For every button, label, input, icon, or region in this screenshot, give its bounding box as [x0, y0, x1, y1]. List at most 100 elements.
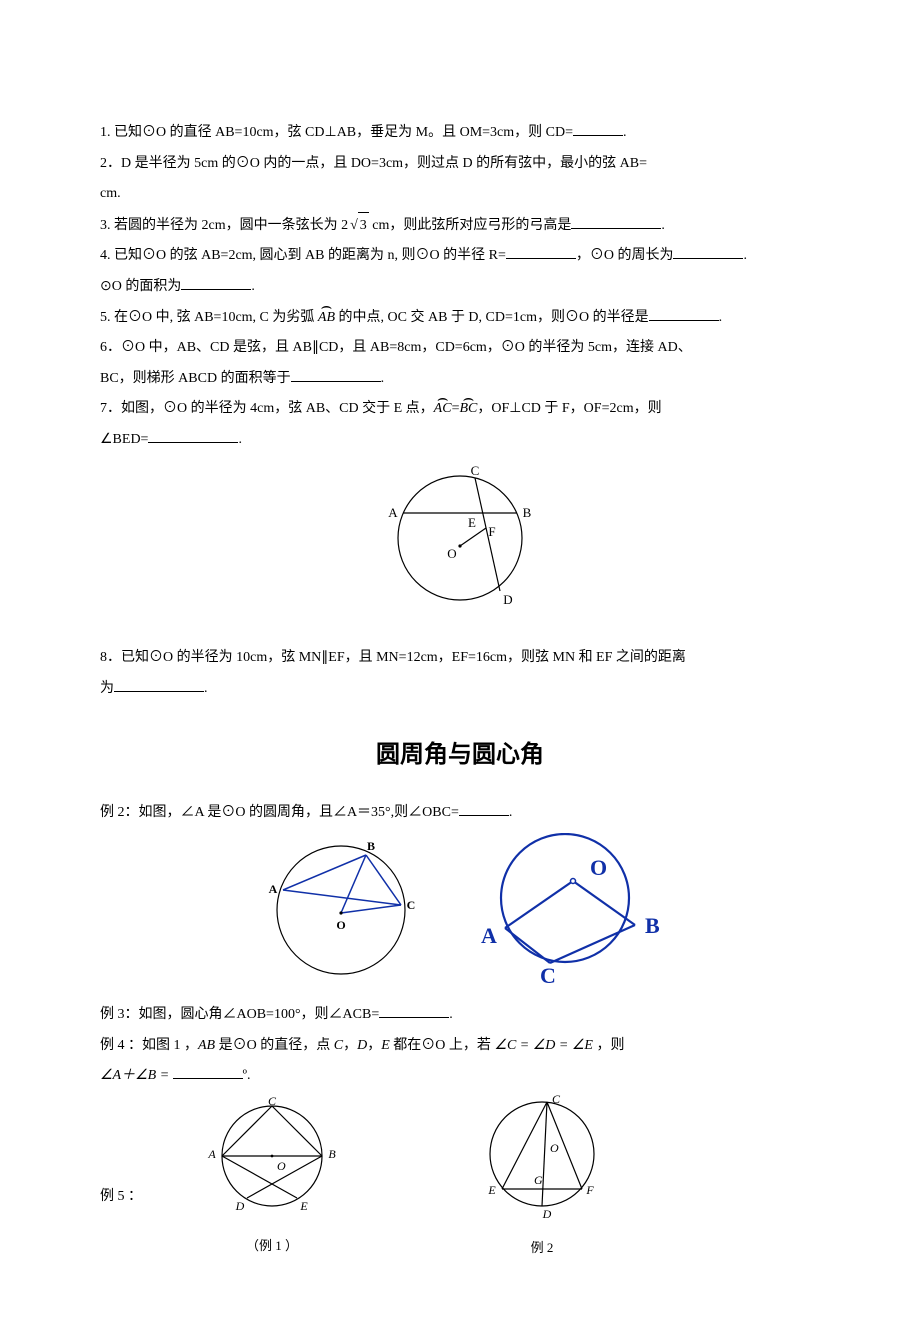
q6-a: 6．⊙O 中，AB、CD 是弦，且 AB∥CD，且 AB=8cm，CD=6cm，…	[100, 340, 692, 355]
figure-ex5a: C A B O D E （例 1 ）	[192, 1096, 352, 1258]
question-7-line2: ∠BED=.	[100, 427, 820, 454]
q8-blank[interactable]	[114, 677, 204, 692]
q8-a: 8．已知⊙O 的半径为 10cm，弦 MN∥EF，且 MN=12cm，EF=16…	[100, 650, 686, 665]
lbl-A: A	[207, 1147, 216, 1161]
lbl-C: C	[471, 463, 480, 478]
arc-bc: BC	[459, 396, 477, 423]
q6-blank[interactable]	[291, 367, 381, 382]
example-4: 例 4 ：如图 1 ，AB 是⊙O 的直径，点 C，D，E 都在⊙O 上，若 ∠…	[100, 1033, 820, 1060]
question-3: 3. 若圆的半径为 2cm，圆中一条弦长为 2√3 cm，则此弦所对应弓形的弓高…	[100, 212, 820, 240]
ex4-E: E	[381, 1038, 390, 1053]
example-3: 例 3：如图，圆心角∠AOB=100°，则∠ACB=.	[100, 1002, 820, 1029]
ex4-c: ，	[343, 1038, 357, 1053]
q7-b: ，OF⊥CD 于 F，OF=2cm，则	[477, 401, 661, 416]
q5-a: 5. 在⊙O 中, 弦 AB=10cm, C 为劣弧	[100, 310, 318, 325]
lbl-F: F	[585, 1183, 594, 1197]
q4-end: .	[251, 279, 255, 294]
lbl-O: O	[550, 1141, 559, 1155]
ex4-f: ，则	[593, 1038, 625, 1053]
q4-blank1[interactable]	[506, 244, 576, 259]
q3-b: cm，则此弦所对应弓形的弓高是	[369, 218, 572, 233]
example-2: 例 2：如图，∠A 是⊙O 的圆周角，且∠A＝35°,则∠OBC=.	[100, 800, 820, 827]
lbl-F: F	[488, 524, 495, 539]
question-8-line2: 为.	[100, 676, 820, 703]
ex4-plus: ＋	[121, 1068, 135, 1083]
ex4-e: 都在⊙O 上，若	[390, 1038, 495, 1053]
ex4-eq3: =	[156, 1068, 172, 1083]
example-5-label: 例 5 ：	[100, 1144, 142, 1211]
question-2: 2．D 是半径为 5cm 的⊙O 内的一点，且 DO=3cm，则过点 D 的所有…	[100, 151, 820, 178]
figure-ex5b: C O G E F D 例 2	[462, 1094, 622, 1261]
q7-blank[interactable]	[148, 428, 238, 443]
q1-end: .	[623, 125, 627, 140]
q3-a: 3. 若圆的半径为 2cm，圆中一条弦长为 2	[100, 218, 348, 233]
ex4-d: ，	[367, 1038, 381, 1053]
q8-b: 为	[100, 681, 114, 696]
ex4-eq1: =	[516, 1038, 532, 1053]
question-5: 5. 在⊙O 中, 弦 AB=10cm, C 为劣弧 AB 的中点, OC 交 …	[100, 305, 820, 332]
question-7: 7．如图，⊙O 的半径为 4cm，弦 AB、CD 交于 E 点，AC=BC，OF…	[100, 396, 820, 423]
q4-a: 4. 已知⊙O 的弦 AB=2cm, 圆心到 AB 的距离为 n, 则⊙O 的半…	[100, 248, 506, 263]
figure-ex2a: A B C O	[241, 835, 441, 996]
ex4-eq2: =	[555, 1038, 571, 1053]
lbl-E: E	[487, 1183, 496, 1197]
figure-ex5a-caption: （例 1 ）	[192, 1234, 352, 1259]
lbl-C: C	[552, 1094, 561, 1106]
lbl-B: B	[366, 839, 374, 853]
q7-a: 7．如图，⊙O 的半径为 4cm，弦 AB、CD 交于 E 点，	[100, 401, 434, 416]
lbl-A: A	[388, 505, 398, 520]
q5-b: 的中点, OC 交 AB 于 D, CD=1cm，则⊙O 的半径是	[335, 310, 649, 325]
q3-end: .	[661, 218, 665, 233]
lbl-D: D	[503, 592, 512, 607]
q1-text: 1. 已知⊙O 的直径 AB=10cm，弦 CD⊥AB，垂足为 M。且 OM=3…	[100, 125, 573, 140]
question-6: 6．⊙O 中，AB、CD 是弦，且 AB∥CD，且 AB=8cm，CD=6cm，…	[100, 335, 820, 362]
lbl-O: O	[447, 546, 456, 561]
q7-c: ∠BED=	[100, 432, 148, 447]
q4-blank2[interactable]	[673, 244, 743, 259]
lbl-B: B	[328, 1147, 336, 1161]
figure-ex5b-caption: 例 2	[462, 1236, 622, 1261]
ex4-blank[interactable]	[173, 1064, 243, 1079]
q3-blank[interactable]	[571, 214, 661, 229]
q3-rad: 3	[358, 212, 369, 240]
ex4-AB: AB	[198, 1038, 215, 1053]
q5-end: .	[719, 310, 723, 325]
question-1: 1. 已知⊙O 的直径 AB=10cm，弦 CD⊥AB，垂足为 M。且 OM=3…	[100, 120, 820, 147]
lbl-O: O	[590, 855, 607, 880]
ex4-angB: ∠B	[135, 1068, 156, 1083]
question-4: 4. 已知⊙O 的弦 AB=2cm, 圆心到 AB 的距离为 n, 则⊙O 的半…	[100, 243, 820, 270]
q2-end: cm.	[100, 186, 121, 201]
lbl-B: B	[645, 913, 660, 938]
lbl-E: E	[468, 515, 476, 530]
sqrt-icon: √3	[348, 212, 369, 240]
lbl-O: O	[277, 1159, 286, 1173]
question-2-line2: cm.	[100, 181, 820, 208]
ex4-b: 是⊙O 的直径，点	[215, 1038, 334, 1053]
ex3-blank[interactable]	[379, 1003, 449, 1018]
ex3-end: .	[449, 1007, 453, 1022]
lbl-A: A	[481, 923, 497, 948]
ex4-angC: ∠C	[494, 1038, 516, 1053]
lbl-A: A	[268, 882, 277, 896]
q4-c: .	[743, 248, 747, 263]
q4-d: ⊙O 的面积为	[100, 279, 181, 294]
q1-blank[interactable]	[573, 121, 623, 136]
question-8: 8．已知⊙O 的半径为 10cm，弦 MN∥EF，且 MN=12cm，EF=16…	[100, 645, 820, 672]
arc-ac: AC	[434, 396, 452, 423]
lbl-O: O	[336, 918, 345, 932]
ex4-a: 例 4 ：如图 1 ，	[100, 1038, 198, 1053]
figure-q7: C A B E F O D	[100, 458, 820, 634]
figure-ex2b: O A B C	[465, 833, 680, 999]
lbl-D: D	[235, 1199, 245, 1213]
lbl-E: E	[299, 1199, 308, 1213]
q5-blank[interactable]	[649, 306, 719, 321]
ex2-text: 例 2：如图，∠A 是⊙O 的圆周角，且∠A＝35°,则∠OBC=	[100, 805, 459, 820]
q6-b: BC，则梯形 ABCD 的面积等于	[100, 371, 291, 386]
section-title: 圆周角与圆心角	[100, 732, 820, 778]
q4-blank3[interactable]	[181, 275, 251, 290]
q8-end: .	[204, 681, 208, 696]
q7-end: .	[238, 432, 242, 447]
q7-eq: =	[452, 401, 460, 416]
ex2-blank[interactable]	[459, 801, 509, 816]
ex4-angD: ∠D	[533, 1038, 556, 1053]
